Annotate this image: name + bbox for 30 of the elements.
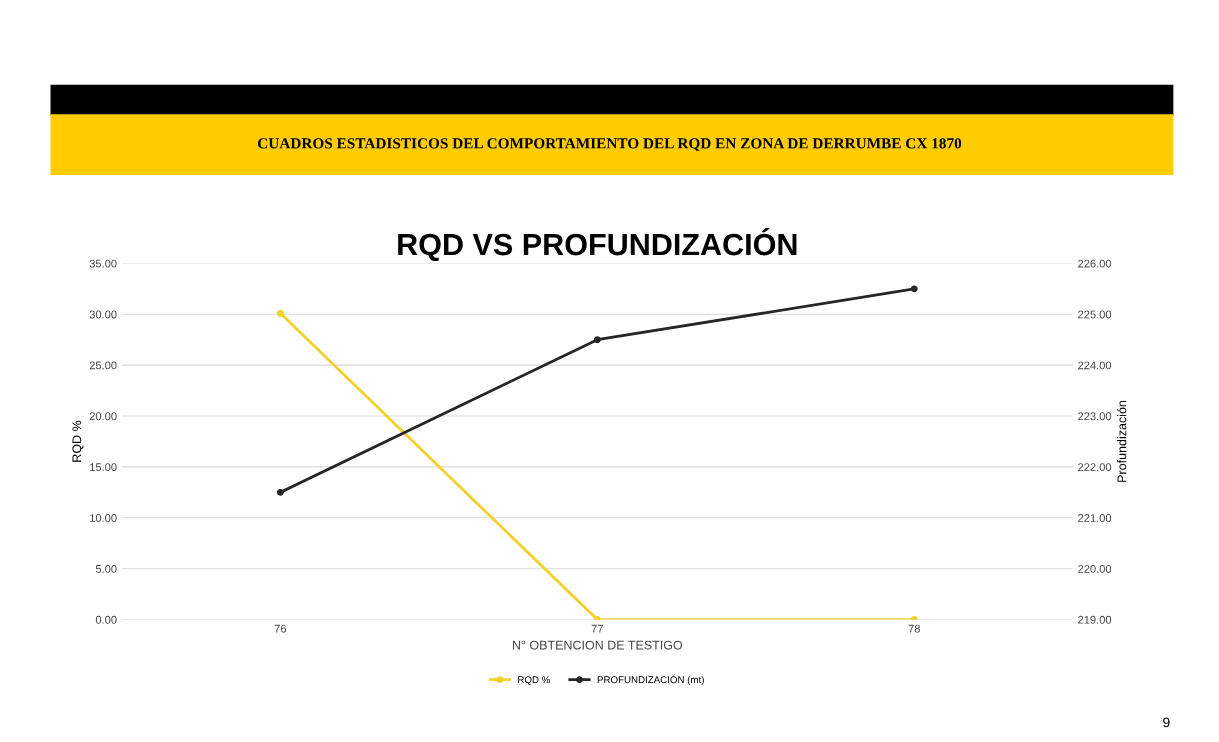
y2-tick-label: 222.00 xyxy=(1078,463,1112,472)
y2-tick-label: 225.00 xyxy=(1078,310,1112,319)
y-axis-title: RQD % xyxy=(72,420,84,462)
text: 9 xyxy=(1163,717,1170,728)
y2-tick-label: 226.00 xyxy=(1078,259,1112,268)
chart-subtitle: CUADROS ESTADISTICOS DEL COMPORTAMIENTO DEL RQD EN ZONA DE DERRUMBE CX 1870 xyxy=(257,138,962,151)
x-axis-title: N° OBTENCION DE TESTIGO xyxy=(512,640,683,650)
y-tick-label: 30.00 xyxy=(89,310,117,319)
y2-axis-title: Profundización xyxy=(1116,400,1127,482)
point xyxy=(910,285,918,293)
y2-tick-label: 220.00 xyxy=(1078,564,1112,573)
y-tick-label: 20.00 xyxy=(89,412,117,421)
chart-title: RQD VS PROFUNDIZACIÓN xyxy=(398,228,797,262)
y-tick-label: 35.00 xyxy=(89,259,117,268)
y-tick-label: 15.00 xyxy=(90,463,117,472)
point xyxy=(593,336,601,344)
y-tick-label: 0.00 xyxy=(95,615,117,624)
x-tick-label: 78 xyxy=(908,624,920,633)
y-tick-label: 10.00 xyxy=(90,514,117,522)
y-tick-label: 5.00 xyxy=(95,564,117,573)
y2-tick-label: 223.00 xyxy=(1078,412,1112,421)
x-tick-label: 77 xyxy=(591,624,603,633)
y-tick-label: 25.00 xyxy=(89,361,117,370)
point xyxy=(276,488,284,496)
x-tick-label: 76 xyxy=(274,624,287,633)
legend-label: PROFUNDIZACIÓN (mt) xyxy=(597,674,704,686)
legend-label: RQD % xyxy=(518,676,550,685)
y2-tick-label: 221.00 xyxy=(1078,514,1112,522)
y2-tick-label: 219.00 xyxy=(1078,615,1112,624)
y2-tick-label: 224.00 xyxy=(1078,361,1112,370)
